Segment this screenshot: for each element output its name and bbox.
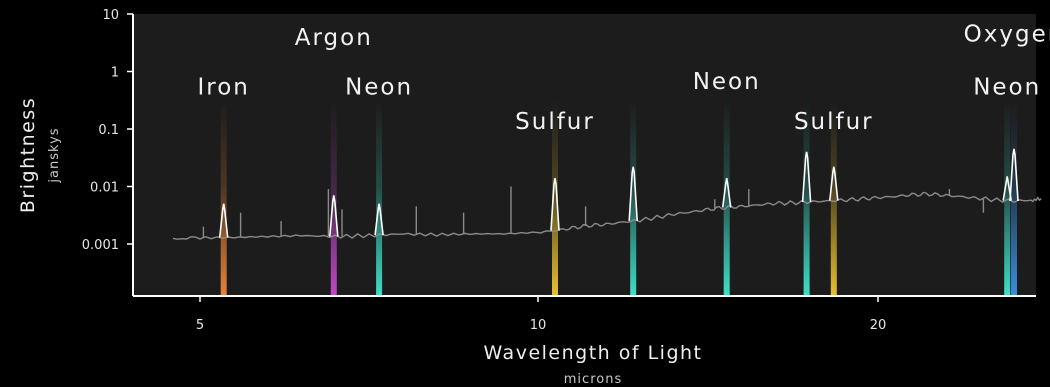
emission-band bbox=[803, 100, 810, 296]
emission-band bbox=[830, 100, 837, 296]
emission-peak bbox=[329, 195, 339, 237]
element-label: Argon bbox=[295, 25, 373, 51]
emission-peak bbox=[801, 151, 812, 203]
emission-peak bbox=[550, 177, 560, 231]
y-axis-title: Brightness bbox=[17, 97, 39, 213]
x-tick-layer: 5 10 20 bbox=[196, 296, 886, 333]
emission-peak bbox=[1002, 176, 1012, 201]
y-tick-label: 0.1 bbox=[98, 123, 119, 138]
emission-peak bbox=[374, 203, 384, 236]
emission-peak-layer bbox=[202, 148, 1019, 238]
emission-band bbox=[376, 100, 383, 296]
element-label: Iron bbox=[198, 74, 250, 100]
emission-peak bbox=[1009, 148, 1019, 202]
y-tick-label: 0.01 bbox=[90, 181, 119, 196]
y-axis-unit: janskys bbox=[47, 127, 62, 183]
x-tick-label: 10 bbox=[530, 318, 547, 333]
element-label-layer: Iron Argon Neon Sulfur Neon Sulfur Neon Oxygen bbox=[198, 22, 1050, 135]
plot-area bbox=[133, 14, 1036, 296]
emission-peak bbox=[721, 177, 732, 208]
emission-band bbox=[552, 100, 558, 296]
x-axis-unit: microns bbox=[564, 372, 622, 387]
emission-band bbox=[220, 100, 227, 296]
y-tick-label: 1 bbox=[111, 66, 119, 81]
y-tick-layer: 10 1 0.1 0.01 0.001 bbox=[82, 8, 133, 253]
emission-band bbox=[1011, 100, 1017, 296]
emission-band bbox=[630, 100, 637, 296]
x-tick-label: 5 bbox=[196, 318, 204, 333]
x-axis-title: Wavelength of Light bbox=[483, 342, 702, 364]
y-tick-label: 0.001 bbox=[82, 238, 119, 253]
y-tick-label: 10 bbox=[102, 8, 119, 23]
element-label: Neon bbox=[345, 74, 413, 100]
emission-peak bbox=[829, 166, 839, 201]
element-label: Sulfur bbox=[794, 109, 874, 135]
element-label: Oxygen bbox=[964, 22, 1050, 48]
element-label: Sulfur bbox=[515, 109, 595, 135]
spectrum-line bbox=[172, 191, 1042, 240]
emission-band bbox=[1004, 100, 1011, 296]
emission-peak bbox=[218, 203, 229, 238]
emission-peak bbox=[628, 166, 638, 221]
element-label: Neon bbox=[693, 69, 761, 95]
emission-band bbox=[723, 100, 730, 296]
element-label: Neon bbox=[973, 74, 1041, 100]
x-tick-label: 20 bbox=[870, 318, 887, 333]
